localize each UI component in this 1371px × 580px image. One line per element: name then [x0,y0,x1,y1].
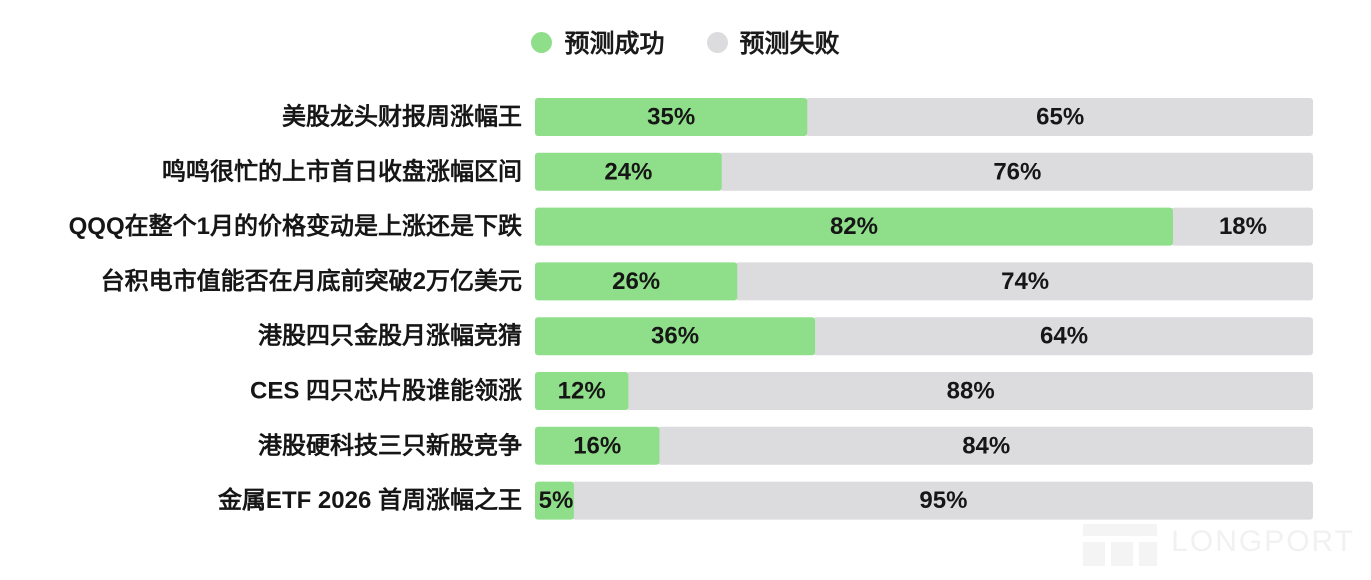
value-label-fail-0: 65% [1036,104,1084,131]
bar-fail-7 [571,481,1313,520]
value-label-fail-3: 74% [1001,268,1049,295]
bar-fail-1 [719,152,1313,191]
value-label-success-0: 35% [647,104,695,131]
legend-success-label: 预测成功 [564,30,665,58]
longport-logo-icon [1083,518,1158,566]
legend-fail-label: 预测失败 [739,30,840,58]
bar-fail-6 [657,426,1313,465]
bar-fail-5 [626,372,1313,410]
legend-success-swatch [531,31,553,53]
category-label-2: QQQ在整个1月的价格变动是上涨还是下跌 [69,212,523,240]
value-label-success-3: 26% [612,268,660,295]
value-label-success-1: 24% [604,158,652,185]
value-label-success-5: 12% [558,378,606,405]
bar-success-1 [535,152,722,191]
category-label-6: 港股硬科技三只新股竞争 [258,431,522,459]
bar-success-2 [535,207,1173,246]
category-label-4: 港股四只金股月涨幅竞猜 [258,322,522,350]
bar-fail-4 [813,317,1313,356]
category-label-1: 鸣鸣很忙的上市首日收盘涨幅区间 [162,157,522,185]
longport-watermark: LONGPORT [1083,518,1355,566]
bar-fail-0 [805,98,1313,136]
value-label-success-4: 36% [651,323,699,350]
value-label-success-6: 16% [573,432,621,459]
bar-success-5 [535,372,629,410]
bar-fail-2 [1170,207,1313,246]
value-label-fail-2: 18% [1219,213,1267,240]
value-label-success-7: 5% [539,487,574,514]
legend-item-fail: 预测失败 [706,24,840,60]
value-label-fail-4: 64% [1040,323,1088,350]
value-label-success-2: 82% [830,213,878,240]
legend-item-success: 预测成功 [531,24,665,60]
bar-fail-3 [735,262,1313,301]
value-label-fail-5: 88% [947,378,995,405]
bar-success-4 [535,317,816,356]
category-label-7: 金属ETF 2026 首周涨幅之王 [217,486,522,514]
bar-success-0 [535,98,808,136]
category-label-0: 美股龙头财报周涨幅王 [282,103,522,131]
legend-fail-swatch [706,31,728,53]
category-label-3: 台积电市值能否在月底前突破2万亿美元 [101,267,522,295]
bars-layer [535,98,1313,520]
value-label-fail-7: 95% [919,487,967,514]
bar-success-3 [535,262,738,301]
value-label-fail-6: 84% [962,432,1010,459]
watermark-text: LONGPORT [1171,525,1355,558]
value-label-fail-1: 76% [993,158,1041,185]
chart-legend: 预测成功 预测失败 [0,22,1371,62]
labels-layer: 美股龙头财报周涨幅王 35% 65% 鸣鸣很忙的上市首日收盘涨幅区间 24% 76% QQQ… [69,103,1267,515]
bar-success-6 [535,426,660,465]
bar-success-7 [535,481,574,520]
category-label-5: CES 四只芯片股谁能领涨 [250,377,522,405]
